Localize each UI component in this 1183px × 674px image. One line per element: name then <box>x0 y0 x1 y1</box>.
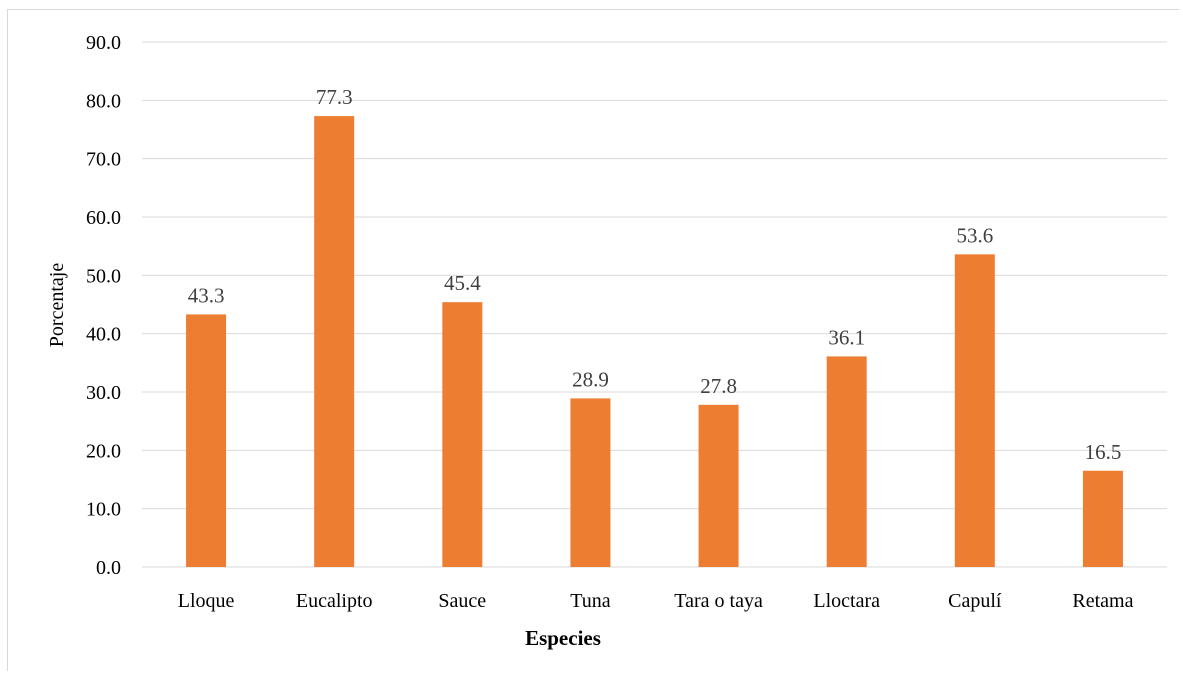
y-tick-label: 0.0 <box>96 557 121 579</box>
x-tick-label: Retama <box>1072 590 1133 612</box>
bars <box>186 116 1123 568</box>
x-tick-label: Eucalipto <box>296 590 373 612</box>
chart-frame <box>7 9 1179 671</box>
data-label: 45.4 <box>444 271 481 295</box>
bar <box>570 398 611 567</box>
data-label: 27.8 <box>700 374 737 398</box>
data-label: 16.5 <box>1085 440 1122 464</box>
y-tick-label: 90.0 <box>86 32 121 54</box>
x-tick-label: Tara o taya <box>674 590 763 612</box>
y-tick-label: 60.0 <box>86 207 121 229</box>
y-tick-label: 80.0 <box>86 90 121 112</box>
y-tick-label: 50.0 <box>86 265 121 287</box>
data-label: 77.3 <box>316 85 353 109</box>
x-tick-label: Tuna <box>570 590 611 612</box>
data-label: 53.6 <box>956 223 993 247</box>
bar <box>698 404 739 567</box>
x-tick-label: Lloque <box>178 590 235 612</box>
bar <box>954 254 995 568</box>
data-label: 43.3 <box>188 283 225 307</box>
y-axis-ticks: 0.0 10.0 20.0 30.0 40.0 50.0 60.0 70.0 80.0 90.0 <box>86 32 121 579</box>
x-tick-label: Sauce <box>438 590 486 612</box>
bar <box>826 356 867 567</box>
y-tick-label: 10.0 <box>86 499 121 521</box>
data-label: 36.1 <box>828 325 865 349</box>
bar <box>314 116 355 567</box>
x-axis-ticks: Lloque Eucalipto Sauce Tuna Tara o taya Lloct… <box>178 590 1134 612</box>
y-tick-label: 40.0 <box>86 324 121 346</box>
x-tick-label: Lloctara <box>813 590 880 612</box>
y-axis-title: Porcentaje <box>46 263 68 348</box>
bar <box>1082 470 1123 567</box>
bar <box>186 314 227 567</box>
gridlines <box>142 41 1167 568</box>
data-label: 28.9 <box>572 367 609 391</box>
y-tick-label: 70.0 <box>86 149 121 171</box>
data-labels: 43.3 77.3 45.4 28.9 27.8 36.1 53.6 16.5 <box>188 85 1122 464</box>
x-tick-label: Capulí <box>948 590 1002 612</box>
y-tick-label: 20.0 <box>86 440 121 462</box>
y-tick-label: 30.0 <box>86 382 121 404</box>
bar <box>442 302 483 567</box>
x-axis-title: Especies <box>525 626 601 650</box>
